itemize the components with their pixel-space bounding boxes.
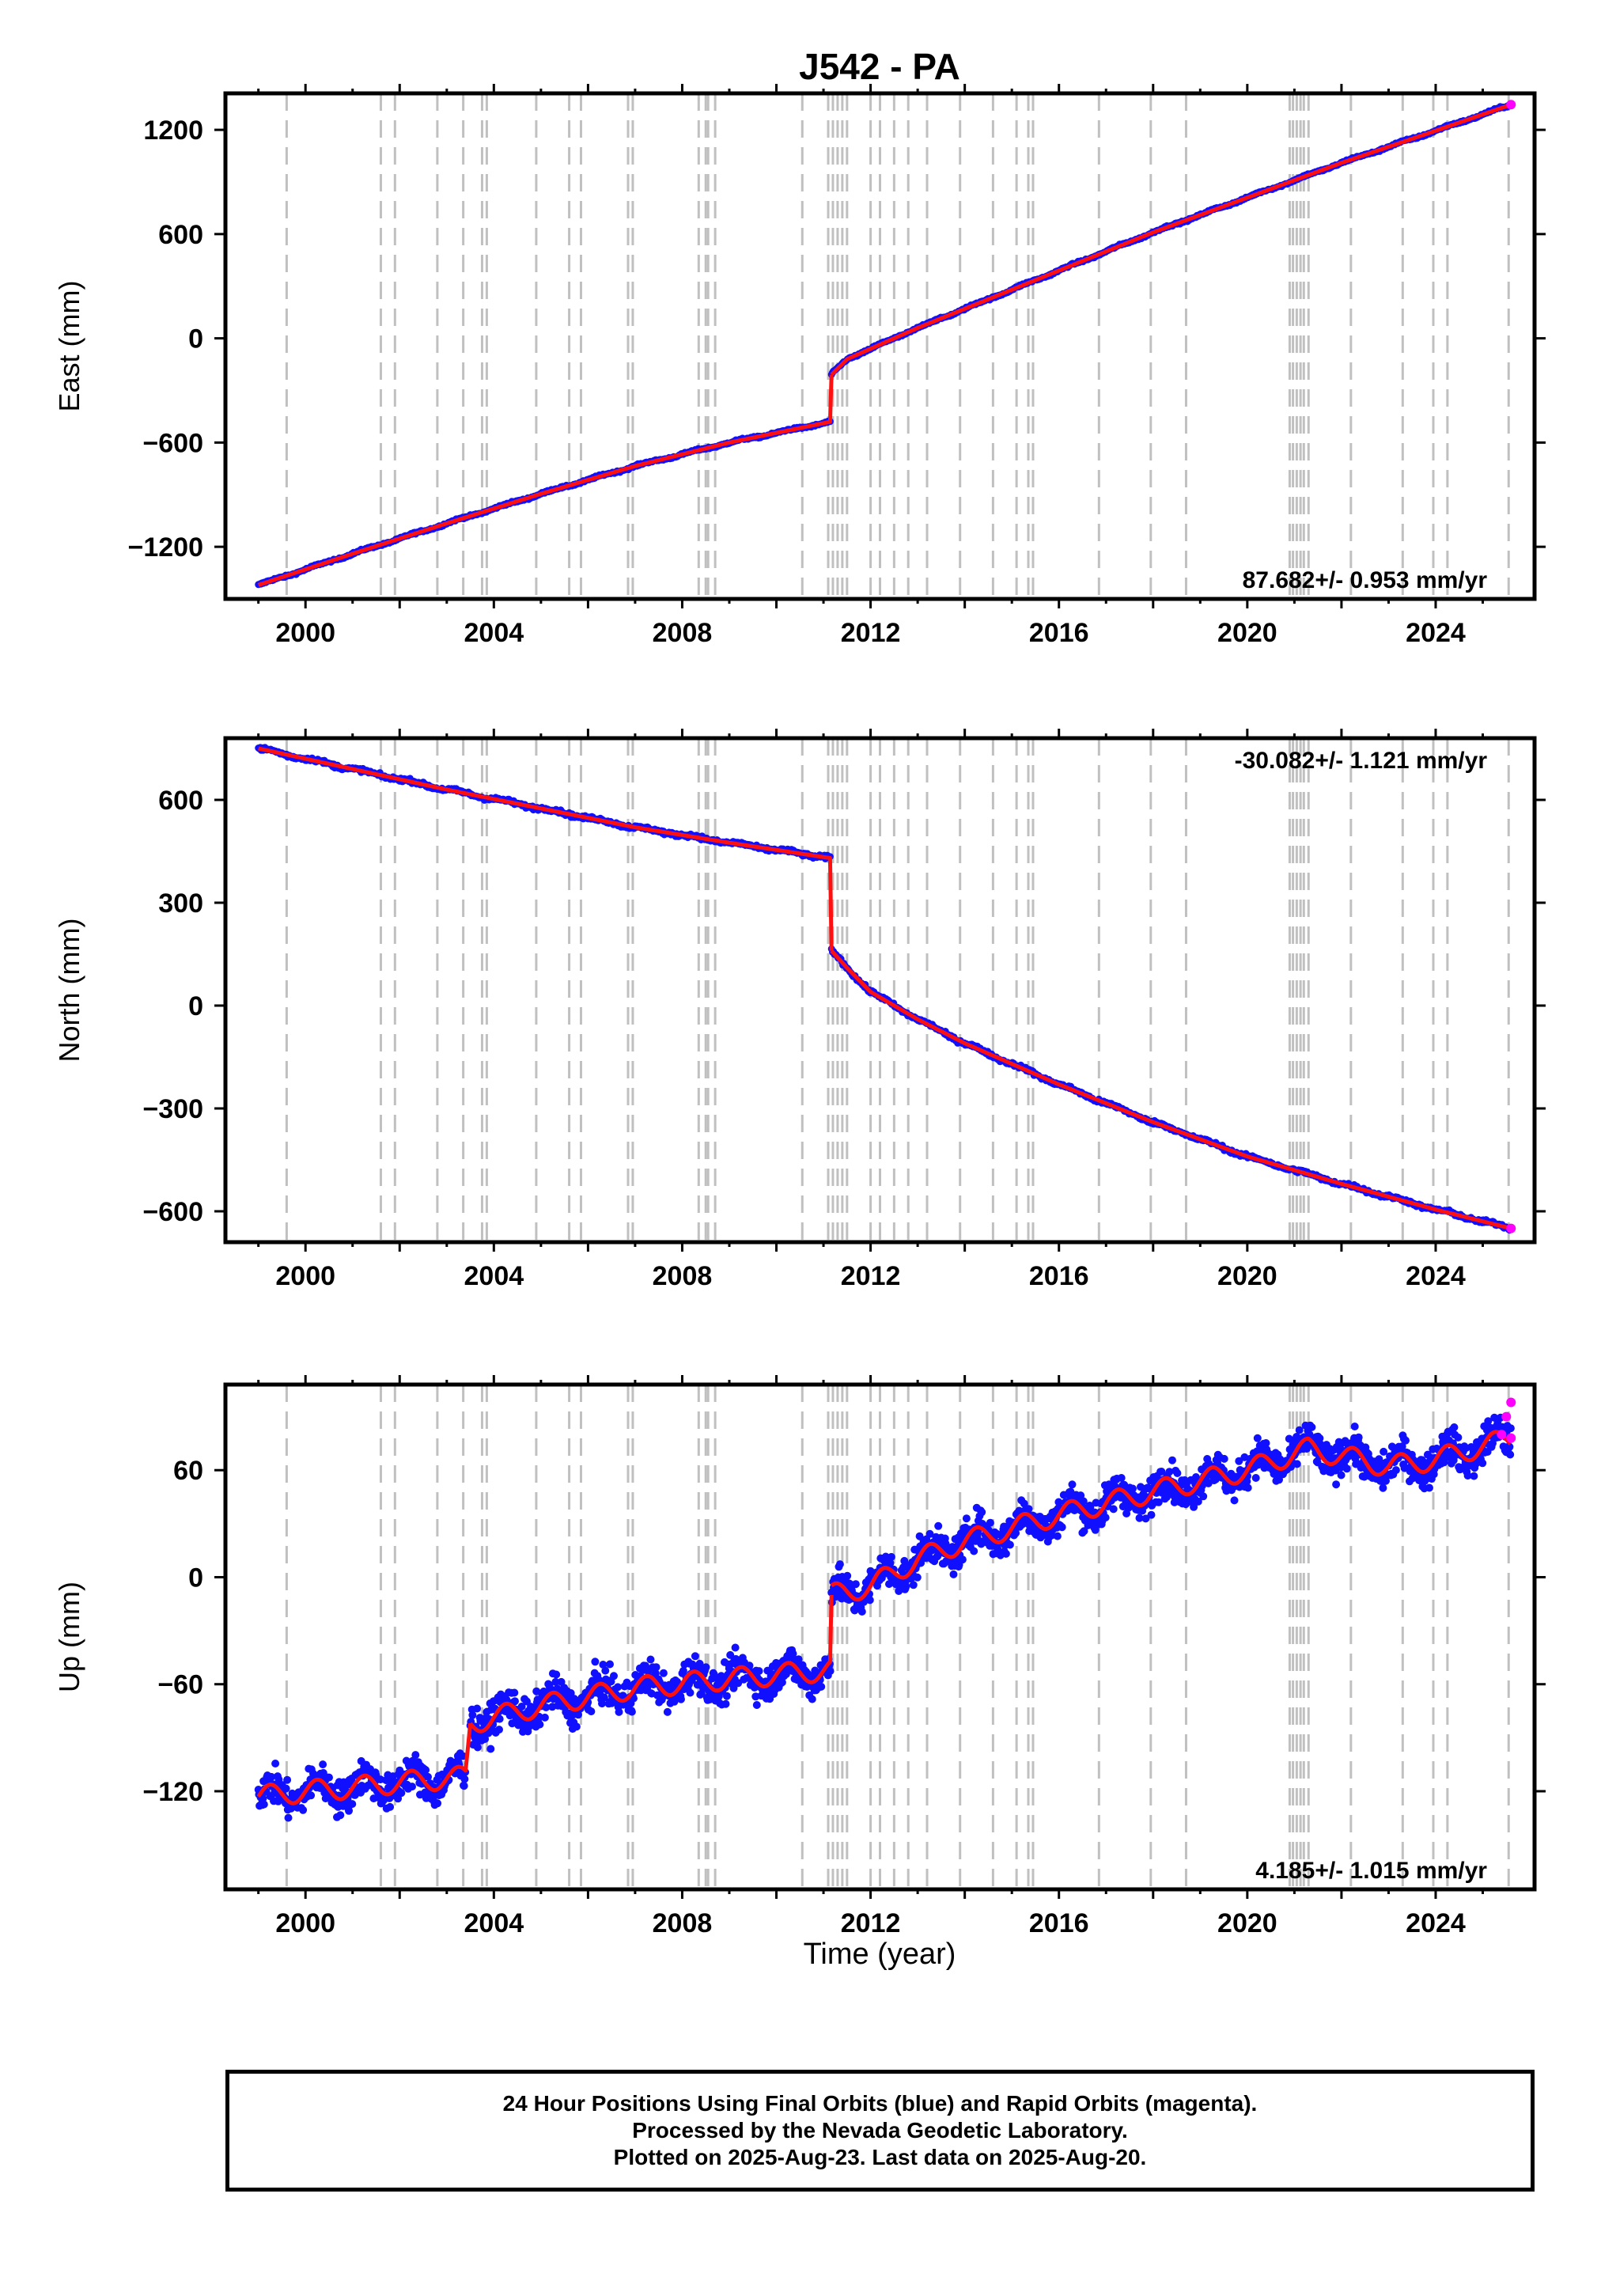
x-tick-label: 2004: [464, 1261, 524, 1291]
y-axis: −600 −300 0 300 600: [142, 786, 1546, 1227]
x-axis: 2000 2004 2008 2012 2016 2020 2024: [257, 729, 1485, 1291]
plot-frame: [223, 91, 1537, 601]
rapid-orbit-point: [1506, 1433, 1516, 1443]
model-line: [257, 746, 1512, 1230]
y-tick-label: −60: [157, 1670, 203, 1700]
x-tick-label: 2016: [1029, 1261, 1089, 1291]
rapid-orbit-point: [1497, 1430, 1507, 1440]
y-axis-label: North (mm): [53, 919, 85, 1063]
y-tick-label: −600: [142, 428, 203, 458]
x-tick-label: 2024: [1406, 618, 1466, 648]
y-tick-label: 0: [188, 991, 203, 1021]
rapid-orbit-point: [1506, 1397, 1516, 1408]
y-tick-label: 0: [188, 324, 203, 354]
y-tick-label: 600: [158, 786, 203, 816]
x-tick-label: 2016: [1029, 1908, 1089, 1938]
x-tick-label: 2008: [653, 1908, 713, 1938]
footer-box: 24 Hour Positions Using Final Orbits (bl…: [225, 2070, 1535, 2192]
footer-line-2: Processed by the Nevada Geodetic Laborat…: [632, 2118, 1128, 2143]
plot-area: [254, 1385, 1516, 1889]
y-axis: −120 −60 0 60: [142, 1456, 1546, 1807]
panel-3: 2000 2004 2008 2012 2016 2020 2024 −120 −60 0 60 Up…: [53, 1375, 1546, 1938]
x-tick-label: 2012: [841, 1261, 901, 1291]
plot-frame: [223, 1382, 1537, 1892]
x-tick-label: 2000: [275, 1261, 335, 1291]
chart-title: J542 - PA: [799, 46, 960, 87]
plot-area: [255, 93, 1516, 599]
y-tick-label: 60: [173, 1456, 203, 1486]
x-tick-label: 2004: [464, 618, 524, 648]
footer-line-3: Plotted on 2025-Aug-23. Last data on 202…: [613, 2145, 1147, 2169]
x-tick-label: 2008: [653, 618, 713, 648]
y-axis: −1200 −600 0 600 1200: [128, 116, 1546, 563]
x-axis: 2000 2004 2008 2012 2016 2020 2024: [257, 84, 1485, 648]
y-tick-label: −600: [142, 1197, 203, 1227]
footer-line-1: 24 Hour Positions Using Final Orbits (bl…: [502, 2091, 1258, 2116]
rapid-orbit-point: [1506, 100, 1516, 110]
x-axis-title: Time (year): [804, 1938, 956, 1971]
x-tick-label: 2024: [1406, 1908, 1466, 1938]
x-tick-label: 2024: [1406, 1261, 1466, 1291]
panel-2: 2000 2004 2008 2012 2016 2020 2024 −600 −300 0 300…: [53, 729, 1546, 1291]
y-tick-label: 600: [158, 220, 203, 250]
final-orbit-points: [255, 744, 1515, 1234]
model-line: [256, 1430, 1512, 1805]
x-tick-label: 2016: [1029, 618, 1089, 648]
rate-label: 87.682+/- 0.953 mm/yr: [1243, 567, 1488, 593]
plot-area: [255, 738, 1516, 1242]
x-tick-label: 2000: [275, 1908, 335, 1938]
x-tick-label: 2000: [275, 618, 335, 648]
rate-label: 4.185+/- 1.015 mm/yr: [1255, 1858, 1487, 1884]
y-tick-label: −300: [142, 1094, 203, 1124]
final-orbit-points: [254, 1413, 1515, 1822]
y-tick-label: 300: [158, 888, 203, 919]
x-axis: 2000 2004 2008 2012 2016 2020 2024: [257, 1375, 1485, 1938]
x-tick-label: 2004: [464, 1908, 524, 1938]
y-axis-label: Up (mm): [53, 1582, 85, 1692]
x-tick-label: 2008: [653, 1261, 713, 1291]
y-tick-label: −1200: [128, 532, 204, 563]
plot-frame: [223, 736, 1537, 1245]
y-tick-label: −120: [142, 1777, 203, 1807]
panel-1: 2000 2004 2008 2012 2016 2020 2024 −1200 −600 0 60…: [53, 84, 1546, 648]
y-tick-label: 0: [188, 1563, 203, 1593]
rapid-orbit-point: [1501, 1411, 1512, 1422]
x-tick-label: 2020: [1217, 1908, 1277, 1938]
model-line: [257, 103, 1512, 587]
rate-label: -30.082+/- 1.121 mm/yr: [1235, 748, 1488, 774]
y-tick-label: 1200: [143, 116, 203, 146]
rapid-orbit-point: [1506, 1223, 1516, 1233]
x-tick-label: 2020: [1217, 618, 1277, 648]
y-axis-label: East (mm): [53, 281, 85, 412]
x-tick-label: 2020: [1217, 1261, 1277, 1291]
x-tick-label: 2012: [841, 618, 901, 648]
x-tick-label: 2012: [841, 1908, 901, 1938]
